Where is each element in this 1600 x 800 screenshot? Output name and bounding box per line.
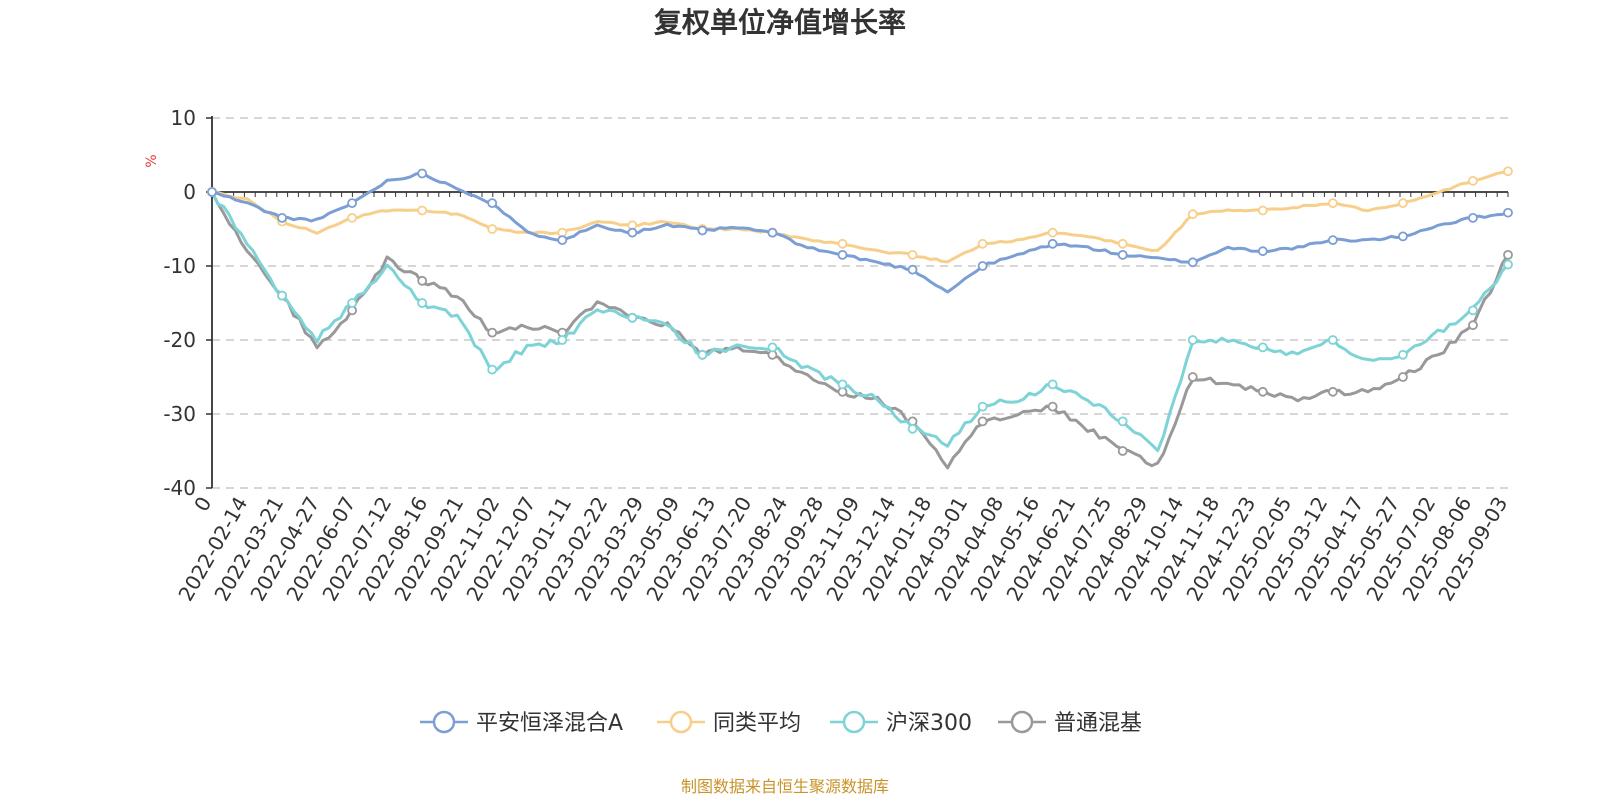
series-line (210, 191, 1510, 470)
data-point (1327, 235, 1338, 246)
data-point (207, 187, 217, 197)
data-point (1503, 166, 1513, 177)
data-point (1503, 259, 1513, 270)
data-point (1257, 386, 1268, 397)
data-point (977, 261, 988, 271)
data-point (767, 227, 778, 238)
legend-label: 平安恒泽混合A (476, 711, 623, 736)
y-tick-label: -40 (163, 476, 196, 500)
y-tick-label: 10 (171, 106, 196, 130)
data-point (627, 227, 638, 238)
data-point (1047, 379, 1058, 390)
data-point (1327, 335, 1338, 345)
data-point (1187, 257, 1198, 268)
data-point (697, 225, 708, 236)
data-point (1468, 305, 1478, 316)
legend-label: 普通混基 (1054, 711, 1142, 736)
data-point (1257, 342, 1268, 353)
data-point (1468, 175, 1478, 186)
axes: 100-10-20-30-4002022-02-142022-03-212022… (163, 106, 1512, 605)
legend-item[interactable]: 平安恒泽混合A (420, 710, 623, 736)
data-point (1187, 372, 1198, 382)
legend-marker (1010, 710, 1034, 734)
data-point (1187, 335, 1198, 345)
data-point (1257, 246, 1268, 257)
data-point (1117, 238, 1128, 249)
data-point (907, 264, 918, 275)
data-point (487, 327, 498, 338)
data-point (907, 249, 918, 260)
data-point (1468, 212, 1478, 223)
legend-item[interactable]: 沪深300 (830, 710, 972, 736)
data-point (1117, 416, 1128, 427)
data-point (1047, 227, 1058, 238)
legend-marker (669, 710, 693, 734)
data-point (487, 364, 498, 375)
data-point (557, 335, 568, 345)
data-point (417, 168, 428, 179)
data-point (837, 379, 848, 390)
data-point (977, 238, 988, 249)
data-point (1047, 238, 1058, 249)
data-point (1398, 372, 1408, 382)
data-point (1047, 401, 1058, 412)
x-tick-label: 0 (189, 493, 216, 516)
data-point (767, 342, 778, 353)
data-point (277, 290, 287, 301)
data-point (907, 423, 918, 434)
legend-label: 沪深300 (886, 711, 972, 736)
data-point (1398, 198, 1408, 209)
legend-item[interactable]: 普通混基 (998, 710, 1142, 736)
legend-item[interactable]: 同类平均 (657, 710, 801, 736)
y-tick-label: 0 (183, 180, 196, 204)
data-point (347, 198, 358, 209)
grid-lines (212, 117, 1508, 489)
data-point (1327, 198, 1338, 209)
data-point (487, 198, 498, 209)
data-point (1117, 249, 1128, 260)
data-point (1398, 349, 1408, 360)
series-line (211, 169, 1509, 264)
series-line (211, 171, 1509, 294)
data-point (417, 205, 428, 216)
data-point (1187, 209, 1198, 220)
data-point (1503, 207, 1513, 218)
data-point (837, 249, 848, 260)
data-point (977, 416, 988, 427)
data-point (487, 224, 498, 234)
data-point (697, 349, 708, 360)
legend-marker (432, 710, 456, 734)
data-point (347, 212, 358, 223)
data-source-note: 制图数据来自恒生聚源数据库 (681, 777, 889, 796)
y-tick-label: -20 (163, 328, 196, 352)
data-point (1468, 320, 1478, 331)
data-point (1117, 446, 1128, 456)
legend[interactable]: 平安恒泽混合A 同类平均 沪深300 普通混基 (420, 710, 1142, 736)
data-point (417, 275, 428, 286)
chart-title: 复权单位净值增长率 (654, 6, 906, 39)
data-point (627, 312, 638, 323)
data-point (557, 235, 568, 246)
data-point (1503, 249, 1513, 260)
data-point (837, 238, 848, 249)
data-point (347, 298, 358, 308)
data-point (1327, 386, 1338, 397)
y-tick-label: -10 (163, 254, 196, 278)
series-layer (207, 166, 1513, 470)
data-point (1257, 205, 1268, 216)
data-point (977, 401, 988, 412)
legend-label: 同类平均 (713, 711, 801, 736)
data-point (1398, 231, 1408, 242)
y-tick-label: -30 (163, 402, 196, 426)
y-axis-unit: % (144, 154, 160, 167)
data-point (417, 298, 428, 308)
series-line (210, 191, 1510, 453)
legend-marker (842, 710, 866, 734)
data-point (277, 212, 287, 223)
